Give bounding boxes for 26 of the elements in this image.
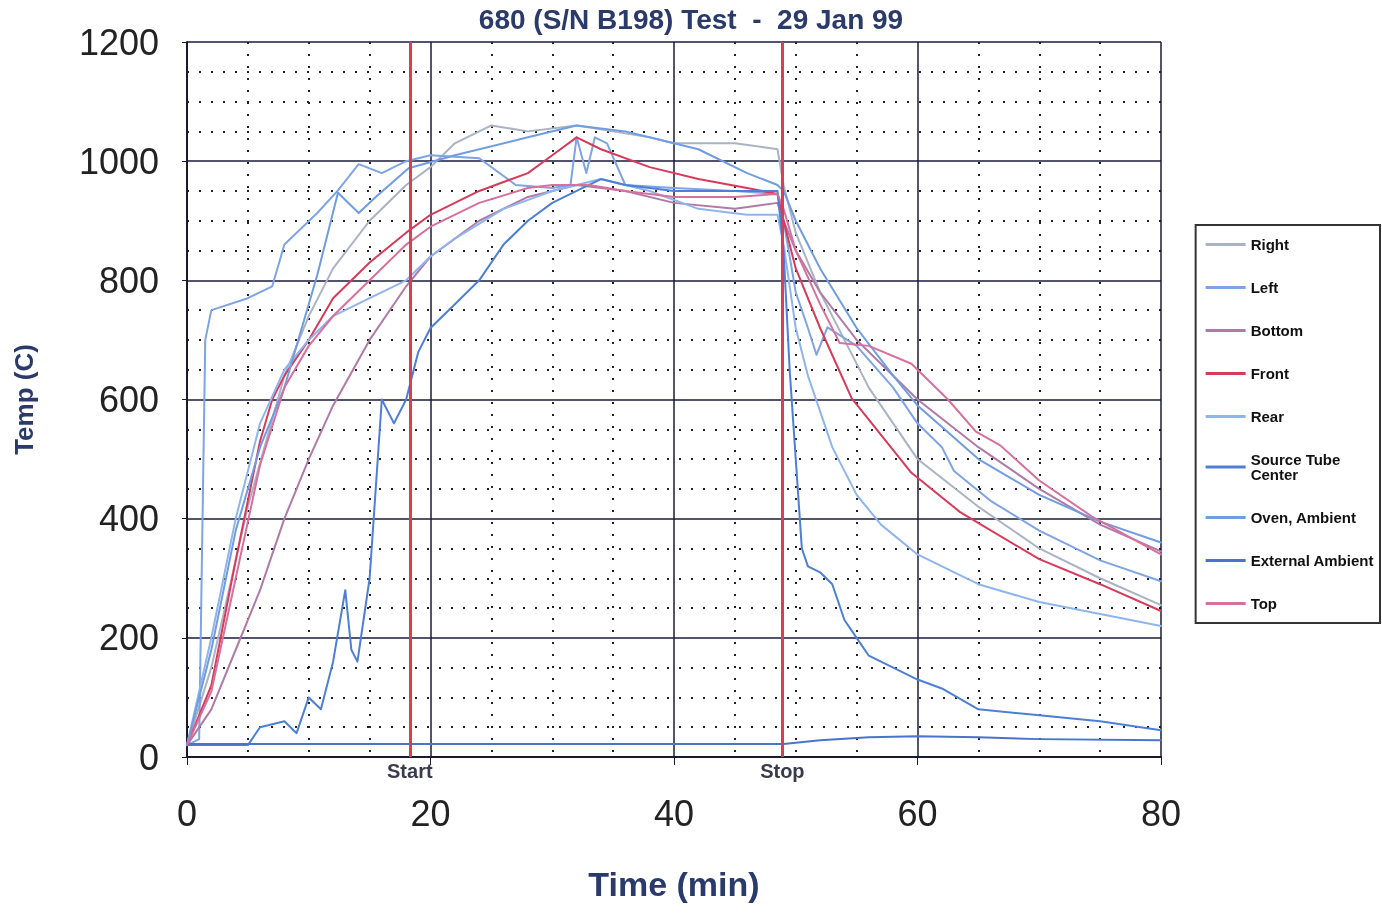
y-tick-label: 200 bbox=[98, 617, 159, 659]
x-tick-label: 20 bbox=[410, 792, 451, 834]
legend-label: Source Tube Center bbox=[1250, 451, 1345, 483]
legend-label: Front bbox=[1250, 365, 1289, 382]
x-tick-label: 60 bbox=[897, 792, 938, 834]
legend-label: Right bbox=[1250, 236, 1289, 253]
x-axis-title: Time (min) bbox=[588, 865, 760, 903]
x-tick-label: 40 bbox=[653, 792, 695, 834]
x-tick-label: 0 bbox=[176, 792, 198, 834]
y-tick-label: 1200 bbox=[78, 21, 159, 63]
y-tick-label: 0 bbox=[138, 736, 159, 778]
y-tick-label: 1000 bbox=[78, 140, 159, 182]
y-tick-label: 600 bbox=[98, 379, 159, 420]
chart-title: 680 (S/N B198) Test - 29 Jan 99 bbox=[478, 3, 904, 35]
y-tick-label: 800 bbox=[98, 259, 159, 301]
legend-label: Rear bbox=[1250, 408, 1285, 425]
y-axis-title: Temp (C) bbox=[9, 344, 39, 455]
y-tick-label: 400 bbox=[98, 498, 159, 540]
ref-line-label: Stop bbox=[760, 760, 805, 782]
legend-label: External Ambient bbox=[1250, 552, 1374, 569]
legend-label: Bottom bbox=[1250, 322, 1304, 339]
x-tick-label: 80 bbox=[1140, 792, 1182, 834]
ref-line-label: Start bbox=[387, 760, 433, 782]
legend-label: Left bbox=[1250, 279, 1279, 296]
legend-label: Oven, Ambient bbox=[1250, 509, 1356, 526]
legend-label: Top bbox=[1250, 595, 1278, 612]
